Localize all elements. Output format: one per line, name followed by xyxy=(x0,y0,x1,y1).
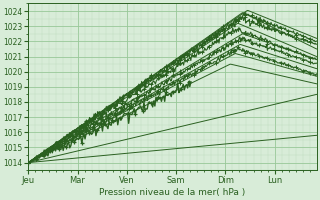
X-axis label: Pression niveau de la mer( hPa ): Pression niveau de la mer( hPa ) xyxy=(99,188,245,197)
